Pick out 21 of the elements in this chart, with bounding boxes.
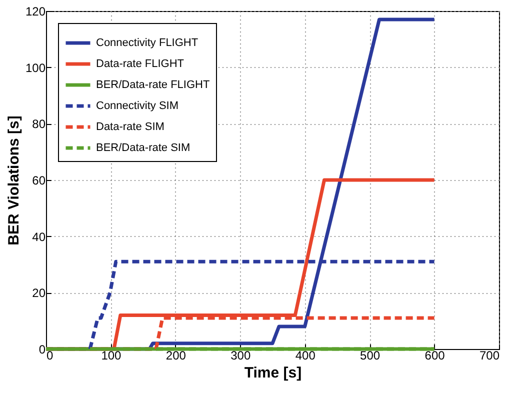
y-tick-label: 100 <box>25 60 46 75</box>
y-tick-label: 120 <box>25 4 46 18</box>
legend-label: Data-rate SIM <box>96 121 164 133</box>
x-tick-label: 500 <box>360 348 380 362</box>
x-tick-label: 600 <box>424 348 446 362</box>
y-tick-label: 60 <box>32 174 46 188</box>
x-tick-label: 700 <box>479 348 500 362</box>
legend-label: Connectivity FLIGHT <box>96 37 198 49</box>
legend-label: BER/Data-rate SIM <box>96 142 190 154</box>
legend-label: Connectivity SIM <box>96 100 179 112</box>
y-tick-label: 20 <box>32 286 46 300</box>
y-tick-label: 40 <box>32 230 46 244</box>
x-tick-label: 400 <box>295 348 316 362</box>
x-tick-label: 300 <box>230 348 251 362</box>
x-tick-label: 100 <box>101 348 122 362</box>
legend-label: BER/Data-rate FLIGHT <box>96 79 210 91</box>
legend-label: Data-rate FLIGHT <box>96 58 184 70</box>
x-axis-title: Time [s] <box>244 364 302 382</box>
y-tick-label: 80 <box>32 117 46 132</box>
y-axis-title: BER Violations [s] <box>5 116 22 246</box>
x-tick-label: 200 <box>166 348 186 362</box>
